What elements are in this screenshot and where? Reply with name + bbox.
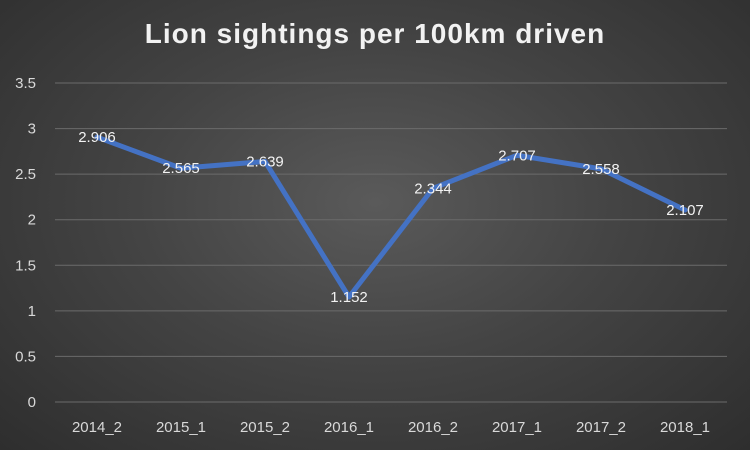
data-point <box>262 158 268 164</box>
chart-title: Lion sightings per 100km driven <box>144 18 606 49</box>
x-tick-label: 2017_1 <box>492 419 542 436</box>
data-label: 2.558 <box>582 161 620 178</box>
x-tick-label: 2016_1 <box>324 419 374 436</box>
data-labels: 2.906 2.565 2.639 1.152 2.344 2.707 2.558 2.107 <box>78 129 704 306</box>
y-tick-label: 1 <box>28 303 36 320</box>
data-point <box>346 294 352 300</box>
data-point <box>682 207 688 213</box>
x-tick-label: 2014_2 <box>72 419 122 436</box>
data-point <box>430 185 436 191</box>
x-tick-label: 2016_2 <box>408 419 458 436</box>
gridlines <box>55 82 727 403</box>
y-tick-label: 2.5 <box>15 166 36 183</box>
data-point <box>94 134 100 140</box>
data-label: 2.565 <box>162 160 200 177</box>
y-tick-label: 0 <box>28 394 36 411</box>
x-tick-label: 2018_1 <box>660 419 710 436</box>
data-label: 1.152 <box>330 289 368 306</box>
y-tick-label: 0.5 <box>15 348 36 365</box>
data-label: 2.639 <box>246 153 284 170</box>
data-label: 2.707 <box>498 147 536 164</box>
x-axis-ticks: 2014_2 2015_1 2015_2 2016_1 2016_2 2017_1 2017… <box>72 419 710 436</box>
x-tick-label: 2015_2 <box>240 419 290 436</box>
x-tick-label: 2017_2 <box>576 419 626 436</box>
data-point <box>598 166 604 172</box>
y-tick-label: 1.5 <box>15 257 36 274</box>
y-axis-ticks: 0 0.5 1 1.5 2 2.5 3 3.5 <box>15 75 36 411</box>
data-label: 2.107 <box>666 202 704 219</box>
x-tick-label: 2015_1 <box>156 419 206 436</box>
y-tick-label: 2 <box>28 212 36 229</box>
data-point <box>514 152 520 158</box>
series-line <box>94 134 688 300</box>
series-line-layer <box>94 134 688 300</box>
data-label: 2.906 <box>78 129 116 146</box>
data-label: 2.344 <box>414 180 452 197</box>
data-point <box>178 165 184 171</box>
y-tick-label: 3 <box>28 121 36 138</box>
y-tick-label: 3.5 <box>15 75 36 92</box>
